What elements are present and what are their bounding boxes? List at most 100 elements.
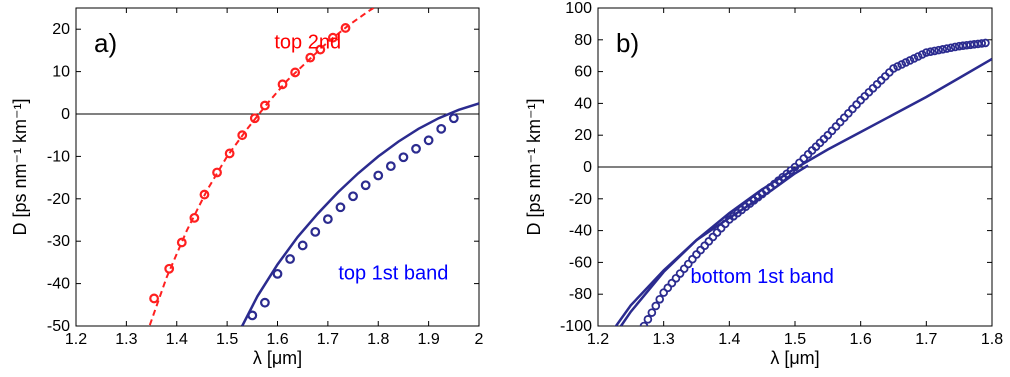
- x-tick-label: 1.5: [784, 331, 806, 348]
- x-tick-label: 1.2: [65, 331, 87, 348]
- data-point: [643, 315, 653, 324]
- data-point: [189, 212, 200, 223]
- data-point: [913, 52, 923, 61]
- x-tick-label: 1.3: [653, 331, 675, 348]
- y-tick-label: 40: [574, 95, 592, 112]
- data-point: [856, 95, 865, 105]
- data-point: [639, 321, 649, 326]
- x-tick-label: 1.7: [317, 331, 339, 348]
- data-point: [260, 297, 270, 308]
- data-point: [897, 60, 907, 69]
- data-point: [905, 56, 915, 65]
- data-point: [322, 214, 333, 225]
- data-point: [224, 148, 235, 159]
- data-point: [436, 123, 447, 134]
- data-point: [934, 45, 943, 55]
- annotation-label: top 1st band: [338, 262, 448, 284]
- data-point: [328, 32, 338, 43]
- series-line: [241, 102, 479, 326]
- data-point: [249, 113, 260, 124]
- data-point: [335, 202, 346, 213]
- x-tick-label: 1.6: [266, 331, 288, 348]
- x-tick-label: 1.3: [115, 331, 137, 348]
- data-point: [176, 237, 187, 248]
- data-point: [671, 273, 681, 283]
- data-point: [149, 293, 159, 304]
- data-point: [663, 283, 673, 293]
- data-point: [285, 254, 295, 264]
- data-point: [868, 83, 878, 93]
- data-point: [164, 263, 175, 274]
- data-point: [315, 44, 326, 55]
- data-point: [909, 54, 919, 63]
- data-point: [297, 240, 308, 251]
- data-point: [977, 39, 986, 48]
- data-point: [310, 226, 321, 237]
- data-point: [876, 76, 886, 85]
- data-point: [889, 64, 898, 73]
- panel-label: b): [616, 28, 639, 58]
- y-tick-label: 0: [583, 159, 592, 176]
- y-axis-label: D [ps nm⁻¹ km⁻¹]: [524, 98, 544, 235]
- x-axis-label: λ [μm]: [253, 348, 302, 368]
- data-point: [659, 288, 668, 297]
- y-tick-label: -10: [47, 148, 70, 165]
- data-point: [885, 68, 894, 77]
- data-point: [348, 191, 358, 202]
- data-point: [398, 152, 409, 163]
- data-point: [901, 58, 911, 67]
- x-tick-label: 1.4: [166, 331, 188, 348]
- y-tick-label: -100: [560, 318, 592, 335]
- data-point: [651, 301, 661, 311]
- data-point: [880, 72, 890, 81]
- data-point: [260, 100, 270, 111]
- panel-label: a): [94, 28, 117, 58]
- y-tick-label: 0: [61, 106, 70, 123]
- y-tick-label: 80: [574, 32, 592, 49]
- data-point: [922, 48, 931, 57]
- data-point: [688, 254, 697, 264]
- data-point: [683, 259, 693, 269]
- data-point: [679, 264, 689, 274]
- data-point: [860, 91, 870, 101]
- data-point: [942, 44, 952, 53]
- y-tick-label: -50: [47, 318, 70, 335]
- data-point: [385, 161, 396, 172]
- data-point: [799, 154, 809, 163]
- data-point: [675, 269, 685, 278]
- data-point: [917, 50, 927, 59]
- x-tick-label: 1.2: [587, 331, 609, 348]
- series-group: [148, 8, 479, 326]
- data-point: [199, 189, 210, 200]
- data-point: [290, 67, 301, 78]
- y-tick-label: -20: [569, 191, 592, 208]
- x-tick-label: 1.8: [367, 331, 389, 348]
- data-point: [872, 80, 882, 89]
- data-point: [411, 143, 421, 154]
- data-point: [373, 170, 384, 181]
- y-tick-label: 20: [574, 127, 592, 144]
- x-tick-label: 1.7: [915, 331, 937, 348]
- data-point: [930, 46, 939, 56]
- y-tick-label: 20: [52, 21, 70, 38]
- y-tick-label: -20: [47, 191, 70, 208]
- data-point: [277, 79, 288, 90]
- y-tick-label: -80: [569, 286, 592, 303]
- data-point: [950, 42, 960, 52]
- x-tick-label: 2: [475, 331, 484, 348]
- panel-a: 1.2 1.3 1.4 1.5 1.6 1.7 1.8 1.9 2 -50 -40 -30 -20 -10…: [10, 7, 484, 368]
- data-point: [655, 294, 665, 304]
- y-tick-label: 60: [574, 64, 592, 81]
- y-tick-label: 10: [52, 64, 70, 81]
- data-point: [926, 47, 935, 57]
- y-tick-label: -40: [569, 223, 592, 240]
- data-point: [448, 113, 459, 124]
- y-tick-label: -60: [569, 254, 592, 271]
- x-tick-label: 1.6: [850, 331, 872, 348]
- data-point: [946, 43, 956, 53]
- data-point: [247, 310, 258, 321]
- data-point: [864, 87, 874, 97]
- data-point: [360, 180, 371, 191]
- y-tick-label: -30: [47, 233, 70, 250]
